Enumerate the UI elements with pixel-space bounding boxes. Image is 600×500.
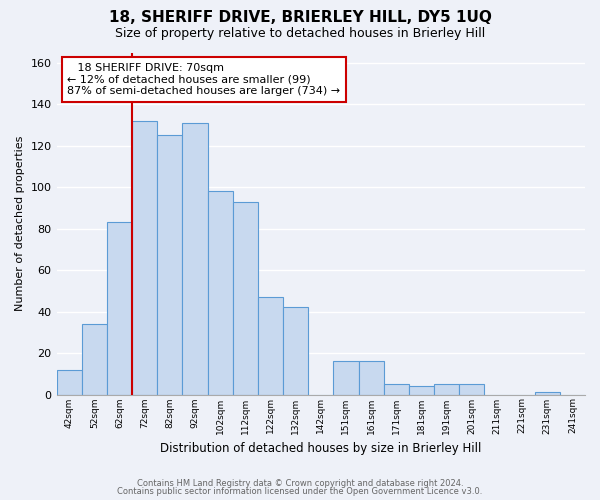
Text: Contains HM Land Registry data © Crown copyright and database right 2024.: Contains HM Land Registry data © Crown c… (137, 478, 463, 488)
Bar (383, 384, 409, 394)
Bar (107, 222, 132, 394)
Bar (233, 202, 258, 394)
Text: Size of property relative to detached houses in Brierley Hill: Size of property relative to detached ho… (115, 28, 485, 40)
X-axis label: Distribution of detached houses by size in Brierley Hill: Distribution of detached houses by size … (160, 442, 481, 455)
Bar (535, 392, 560, 394)
Text: 18 SHERIFF DRIVE: 70sqm
← 12% of detached houses are smaller (99)
87% of semi-de: 18 SHERIFF DRIVE: 70sqm ← 12% of detache… (67, 63, 340, 96)
Bar (258, 297, 283, 394)
Bar (334, 362, 359, 394)
Bar (409, 386, 434, 394)
Text: 18, SHERIFF DRIVE, BRIERLEY HILL, DY5 1UQ: 18, SHERIFF DRIVE, BRIERLEY HILL, DY5 1U… (109, 10, 491, 25)
Bar (434, 384, 459, 394)
Bar (182, 123, 208, 394)
Y-axis label: Number of detached properties: Number of detached properties (15, 136, 25, 311)
Bar (82, 324, 107, 394)
Bar (359, 362, 383, 394)
Bar (459, 384, 484, 394)
Bar (157, 136, 182, 394)
Bar (208, 192, 233, 394)
Bar (132, 121, 157, 394)
Text: Contains public sector information licensed under the Open Government Licence v3: Contains public sector information licen… (118, 487, 482, 496)
Bar (283, 308, 308, 394)
Bar (56, 370, 82, 394)
